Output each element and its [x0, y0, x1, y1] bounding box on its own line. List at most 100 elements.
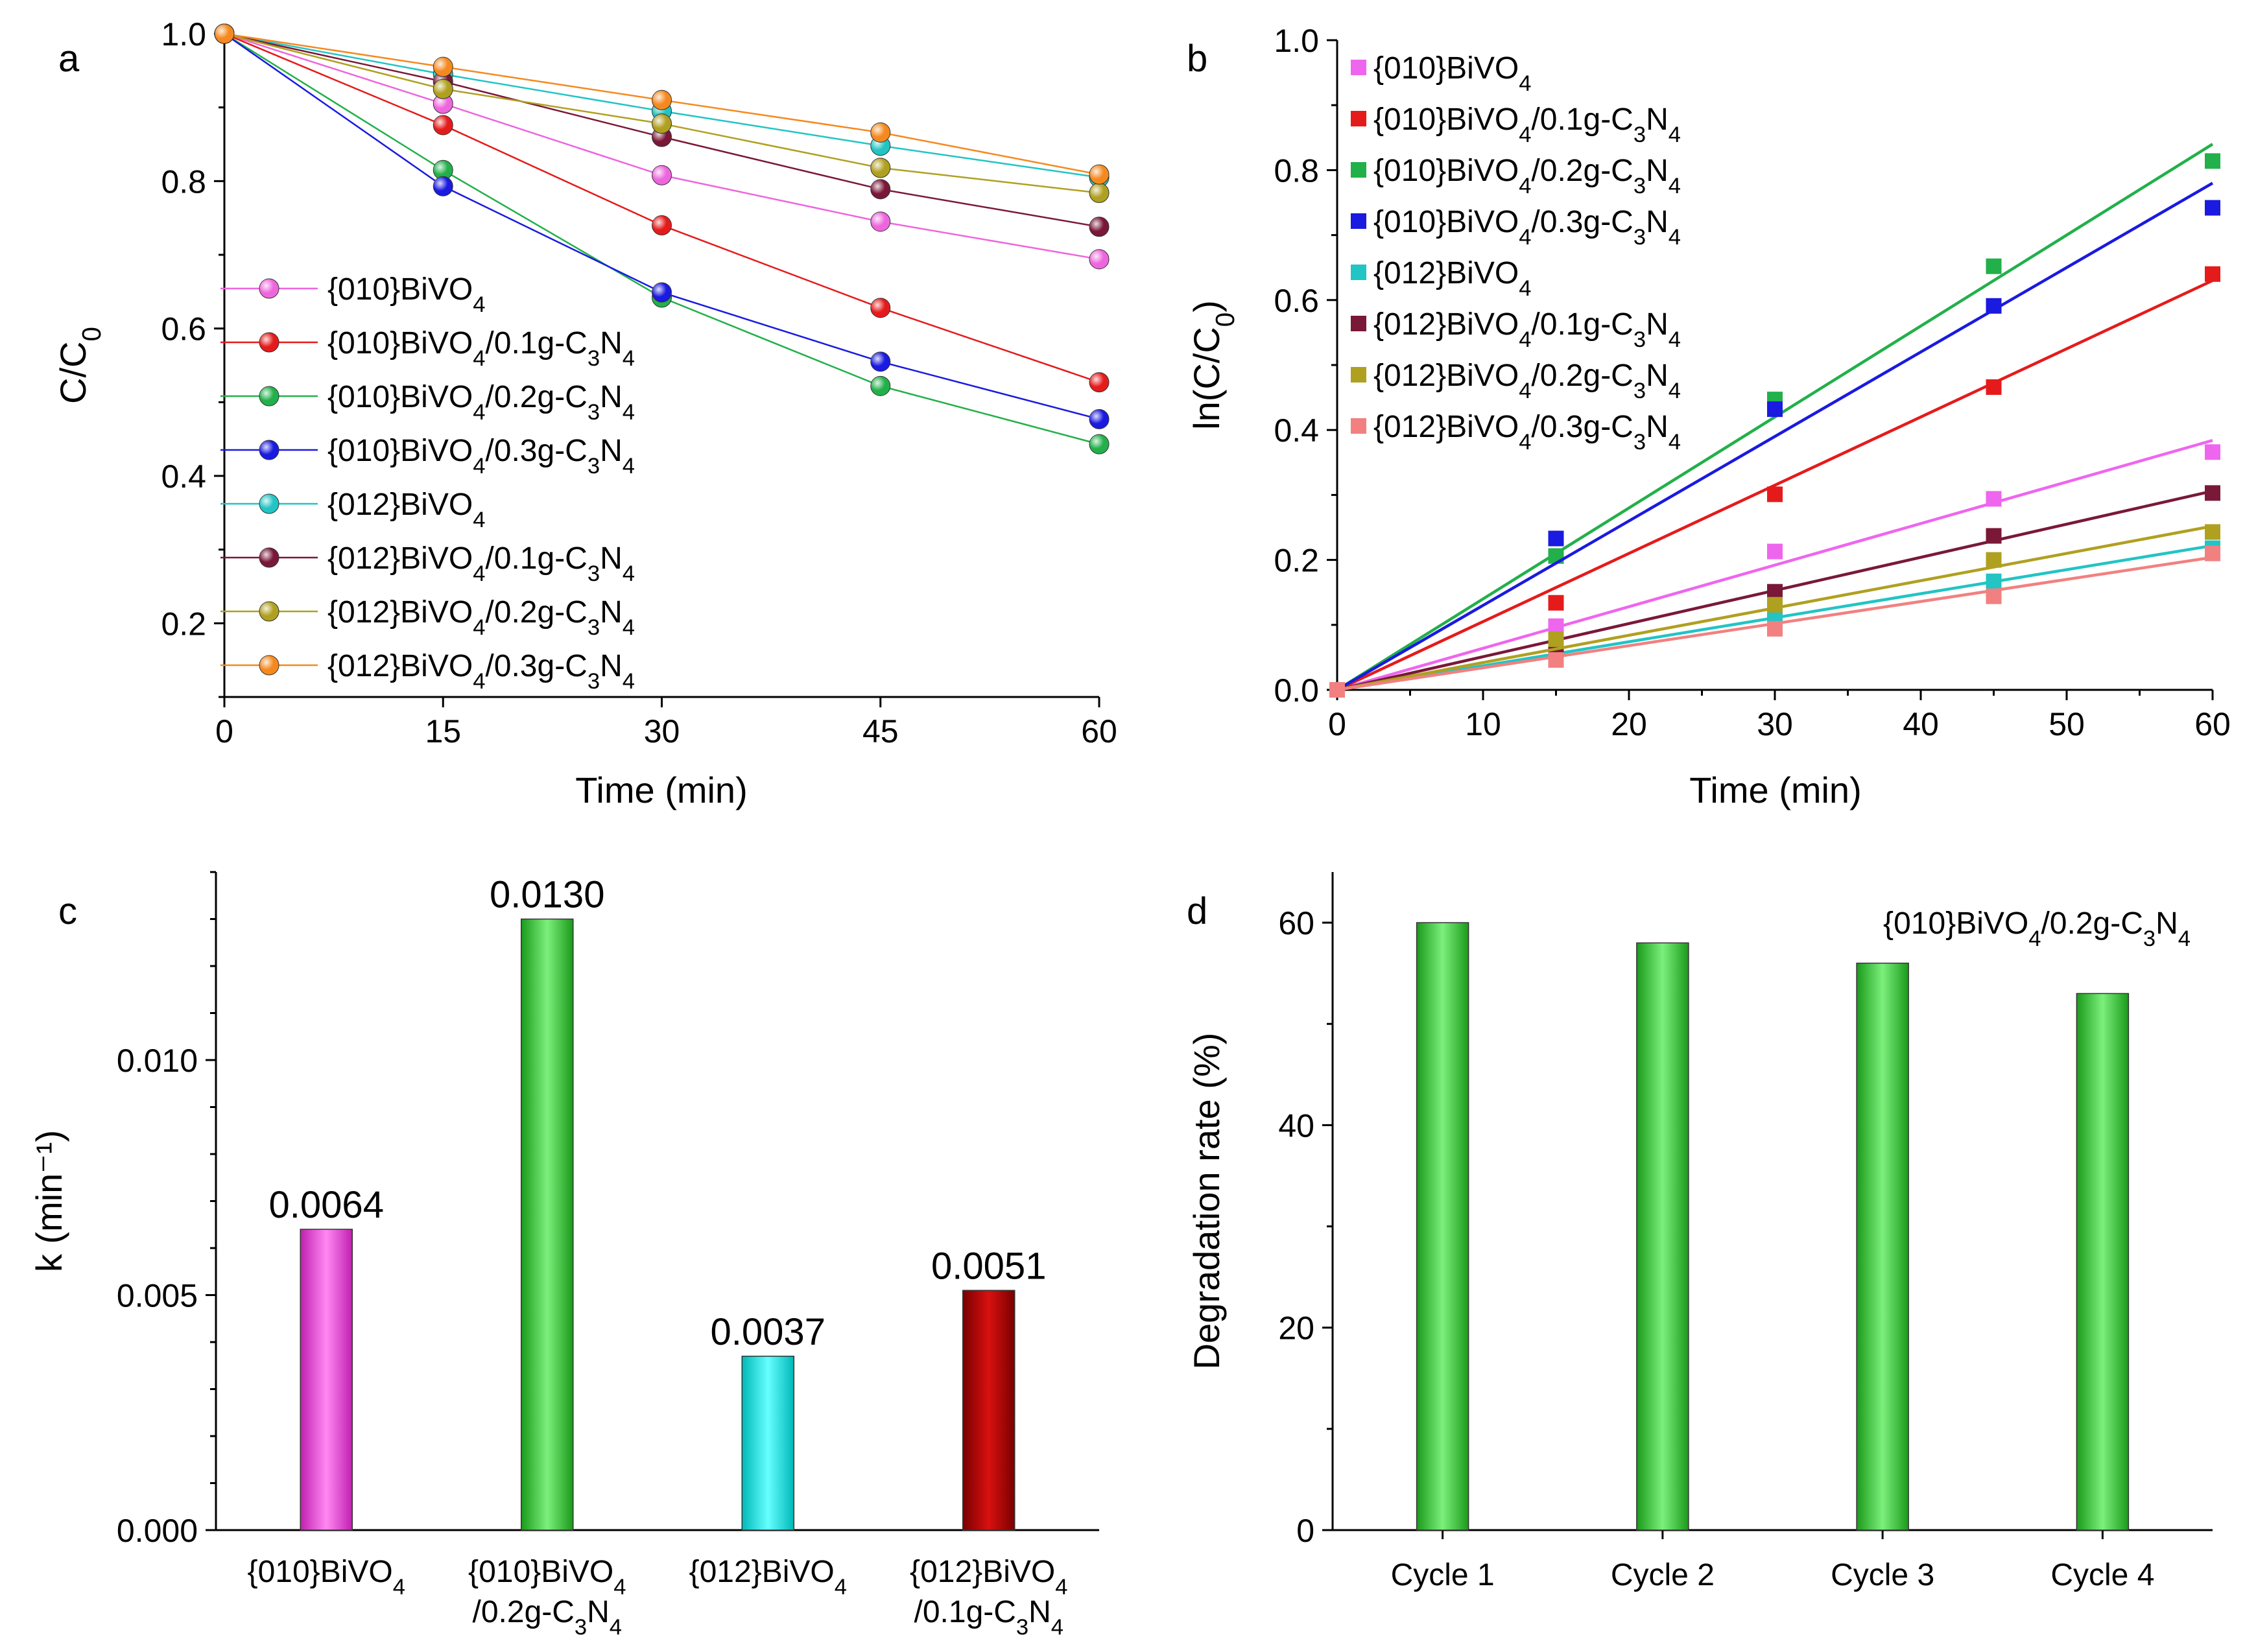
data-point [1767, 543, 1783, 560]
y-axis-title: ln(C/C0) [1186, 300, 1240, 430]
panel-letter: b [1187, 38, 1207, 80]
bar-value-label: 0.0051 [931, 1245, 1046, 1287]
data-point-shine [1089, 165, 1109, 185]
data-point [1986, 258, 2002, 274]
y-tick-label: 0.2 [161, 606, 206, 642]
legend-swatch-marker [1351, 60, 1366, 75]
data-point [1767, 596, 1783, 613]
data-point [1986, 573, 2002, 589]
data-point [1986, 588, 2002, 604]
x-category-label: Cycle 3 [1831, 1558, 1934, 1592]
data-point [1986, 379, 2002, 395]
data-point-shine [870, 376, 890, 396]
x-tick-label: 20 [1611, 706, 1647, 742]
data-point [1548, 652, 1564, 668]
x-category-label: /0.1g-C3N4 [914, 1595, 1063, 1640]
x-tick-label: 15 [425, 713, 461, 749]
data-point-shine [870, 179, 890, 199]
panel-b: 0 10 20 30 40 50 60 0.0 0.2 0.4 0.6 0.8 1.0 Time (min… [1186, 23, 2231, 810]
bar [741, 1356, 794, 1531]
legend-swatch-shine [259, 655, 279, 675]
y-tick-label: 0.0 [1274, 672, 1319, 709]
panel-letter: a [58, 38, 80, 80]
legend-swatch-shine [259, 548, 279, 567]
data-point [2205, 545, 2220, 561]
legend-swatch-shine [259, 494, 279, 513]
x-tick-label: 0 [1328, 706, 1346, 742]
fit-line [1336, 143, 2214, 691]
y-tick-label: 40 [1278, 1107, 1314, 1144]
data-point [1767, 620, 1783, 637]
legend-swatch-shine [259, 440, 279, 460]
bar [2076, 993, 2130, 1531]
legend-swatch-marker [1351, 265, 1366, 280]
legend-label: {010}BiVO4/0.3g-C3N4 [327, 434, 635, 478]
panel-d: 0 20 40 60 Degradation rate (%) d {010}BiVO4/0… [1186, 872, 2213, 1592]
x-category-label: {012}BiVO4 [910, 1555, 1067, 1599]
data-point-shine [870, 351, 890, 372]
fit-line [1336, 279, 2213, 692]
bar [1636, 942, 1689, 1531]
data-point [1986, 491, 2002, 507]
y-tick-label: 0.2 [1274, 543, 1319, 579]
x-tick-label: 10 [1465, 706, 1501, 742]
data-point [1548, 595, 1564, 611]
x-category-label: /0.2g-C3N4 [472, 1595, 622, 1640]
legend-swatch-marker [1351, 418, 1366, 434]
x-category-label: {012}BiVO4 [689, 1555, 847, 1599]
x-category-label: Cycle 4 [2050, 1558, 2154, 1592]
x-tick-label: 45 [862, 713, 899, 749]
x-category-label: {010}BiVO4 [248, 1555, 405, 1599]
data-point [1548, 530, 1564, 547]
bar [1856, 962, 1909, 1531]
panel-a: 0 15 30 45 60 0.2 0.4 0.6 0.8 1.0 Time (min) C/C0 a {… [53, 16, 1117, 810]
data-point-shine [652, 215, 672, 235]
legend-label: {012}BiVO4/0.3g-C3N4 [1373, 410, 1681, 454]
data-point-shine [652, 165, 672, 185]
legend-swatch-shine [259, 602, 279, 621]
y-tick-label: 1.0 [161, 16, 206, 53]
data-point-shine [652, 113, 672, 134]
bar [300, 1229, 353, 1531]
data-point-shine [433, 93, 453, 113]
x-category-label: Cycle 2 [1611, 1558, 1715, 1592]
y-tick-label: 0.6 [161, 311, 206, 348]
legend-swatch-marker [1351, 111, 1366, 126]
annotation-label: {010}BiVO4/0.2g-C3N4 [1883, 906, 2191, 951]
panel-letter: c [58, 890, 77, 932]
data-point-shine [215, 24, 234, 43]
y-tick-label: 0.000 [117, 1513, 198, 1549]
data-point [1767, 486, 1783, 502]
data-point [1767, 401, 1783, 418]
y-tick-label: 1.0 [1274, 23, 1319, 59]
bar [962, 1290, 1016, 1531]
y-tick-label: 0.6 [1274, 283, 1319, 319]
data-point-shine [870, 158, 890, 178]
data-point-shine [1089, 372, 1109, 392]
panel-c: 0.000 0.005 0.010 k (min⁻¹) c 0.0064 {010}BiVO… [29, 871, 1099, 1640]
legend-swatch-shine [259, 279, 279, 298]
data-point-shine [1089, 183, 1109, 203]
data-point [2205, 444, 2220, 460]
x-tick-label: 30 [644, 713, 680, 749]
data-point [1329, 682, 1345, 698]
data-point [1986, 528, 2002, 544]
legend-label: {012}BiVO4/0.3g-C3N4 [327, 649, 635, 694]
legend-label: {012}BiVO4/0.1g-C3N4 [1373, 307, 1681, 352]
data-point [2205, 524, 2220, 540]
data-point [2205, 153, 2220, 169]
data-point [2205, 485, 2220, 501]
x-tick-label: 50 [2049, 706, 2085, 742]
y-axis-title: C/C0 [53, 327, 106, 404]
data-point-shine [1089, 409, 1109, 429]
x-tick-label: 60 [1081, 713, 1117, 749]
x-tick-label: 0 [215, 713, 233, 749]
legend-label: {010}BiVO4/0.2g-C3N4 [327, 380, 635, 425]
legend-label: {010}BiVO4/0.2g-C3N4 [1373, 154, 1681, 198]
data-point [1548, 618, 1564, 634]
y-tick-label: 0.8 [161, 163, 206, 200]
x-axis-title: Time (min) [575, 770, 747, 810]
data-point-shine [1089, 434, 1109, 454]
x-tick-label: 30 [1757, 706, 1793, 742]
legend-swatch-marker [1351, 213, 1366, 229]
